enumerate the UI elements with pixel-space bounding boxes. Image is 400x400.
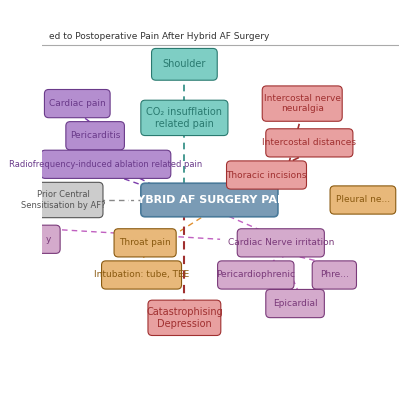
FancyBboxPatch shape: [37, 225, 60, 253]
Text: Catastrophising
Depression: Catastrophising Depression: [146, 307, 223, 329]
Text: Cardiac Nerve irritation: Cardiac Nerve irritation: [228, 238, 334, 247]
FancyBboxPatch shape: [226, 161, 306, 189]
FancyBboxPatch shape: [266, 290, 324, 318]
Text: HYBRID AF SURGERY PAIN: HYBRID AF SURGERY PAIN: [128, 195, 290, 205]
Text: Pericarditis: Pericarditis: [70, 131, 120, 140]
Text: y: y: [46, 235, 52, 244]
Text: CO₂ insufflation
related pain: CO₂ insufflation related pain: [146, 107, 222, 129]
FancyBboxPatch shape: [114, 229, 176, 257]
Text: Prior Central
Sensitisation by AF?: Prior Central Sensitisation by AF?: [21, 190, 105, 210]
FancyBboxPatch shape: [312, 261, 356, 289]
Text: Shoulder: Shoulder: [163, 59, 206, 69]
FancyBboxPatch shape: [66, 122, 124, 150]
Text: Cardiac pain: Cardiac pain: [49, 99, 106, 108]
FancyBboxPatch shape: [266, 129, 353, 157]
Text: Intercostal nerve
neuralgia: Intercostal nerve neuralgia: [264, 94, 341, 113]
Text: Intercostal distances: Intercostal distances: [262, 138, 356, 147]
FancyBboxPatch shape: [218, 261, 294, 289]
FancyBboxPatch shape: [237, 229, 324, 257]
FancyBboxPatch shape: [152, 48, 217, 80]
FancyBboxPatch shape: [23, 182, 103, 218]
FancyBboxPatch shape: [148, 300, 221, 336]
FancyBboxPatch shape: [330, 186, 396, 214]
Text: ed to Postoperative Pain After Hybrid AF Surgery: ed to Postoperative Pain After Hybrid AF…: [49, 32, 269, 41]
FancyBboxPatch shape: [262, 86, 342, 121]
Text: Phre...: Phre...: [320, 270, 349, 280]
FancyBboxPatch shape: [141, 183, 278, 217]
Text: Radiofrequency-induced ablation related pain: Radiofrequency-induced ablation related …: [9, 160, 202, 169]
Text: Throat pain: Throat pain: [119, 238, 171, 247]
FancyBboxPatch shape: [141, 100, 228, 136]
Text: Intubation: tube, TEE: Intubation: tube, TEE: [94, 270, 189, 280]
FancyBboxPatch shape: [102, 261, 182, 289]
Text: Pericardiophrenic: Pericardiophrenic: [216, 270, 295, 280]
Text: Epicardial: Epicardial: [273, 299, 317, 308]
FancyBboxPatch shape: [44, 90, 110, 118]
Text: Thoracic incisions: Thoracic incisions: [226, 170, 307, 180]
FancyBboxPatch shape: [41, 150, 171, 178]
Text: Pleural ne...: Pleural ne...: [336, 196, 390, 204]
